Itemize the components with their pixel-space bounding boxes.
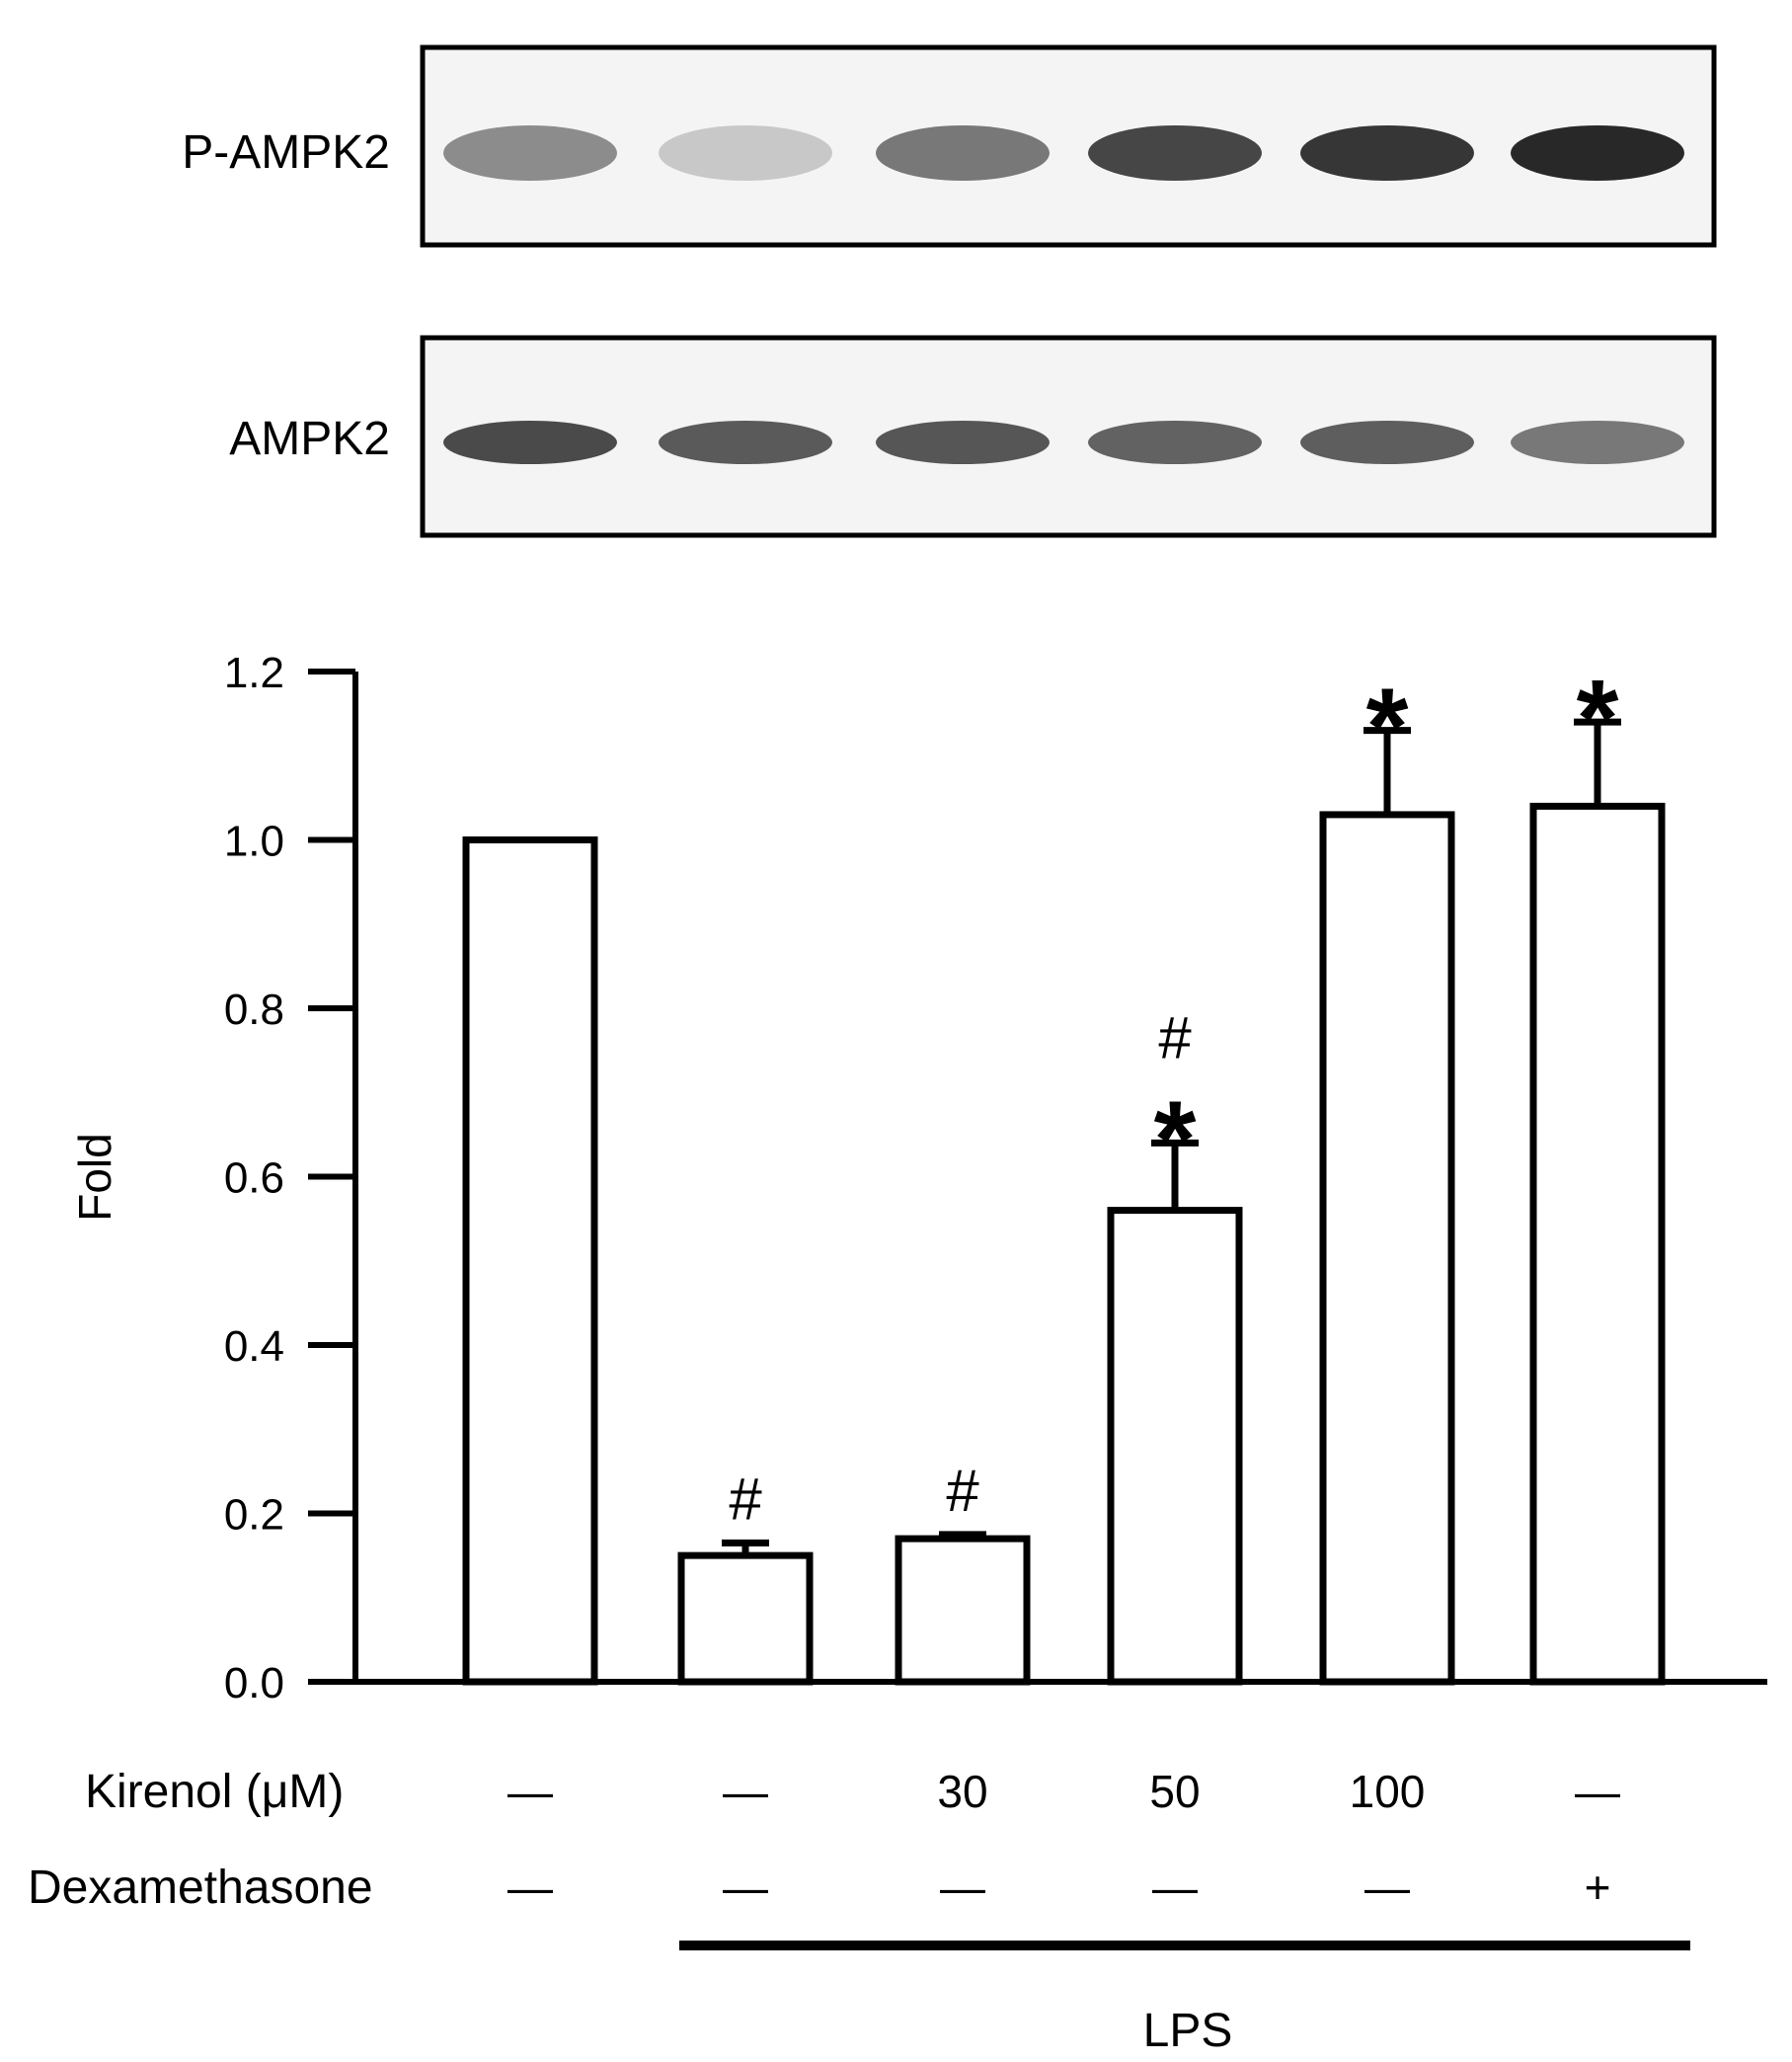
blot-band: [876, 421, 1050, 464]
bar: [462, 836, 598, 1686]
bar: [1107, 1207, 1243, 1686]
kirenol-value: —: [723, 1766, 768, 1817]
significance-star: *: [1577, 658, 1619, 779]
kirenol-value: 30: [937, 1766, 987, 1817]
lps-label: LPS: [1143, 2005, 1233, 2057]
blot-band: [1088, 125, 1262, 181]
y-tick-label: 0.8: [224, 986, 284, 1034]
blot-band: [443, 125, 617, 181]
dexamethasone-value: —: [723, 1862, 768, 1913]
blot-band: [876, 125, 1050, 181]
blot-band: [1088, 421, 1262, 464]
dexamethasone-value: —: [1364, 1862, 1410, 1913]
blot-band: [659, 421, 832, 464]
y-tick-label: 0.0: [224, 1659, 284, 1707]
blot-band: [1300, 421, 1474, 464]
y-tick-label: 0.4: [224, 1322, 284, 1371]
blot-band: [1511, 421, 1684, 464]
kirenol-value: 50: [1149, 1766, 1200, 1817]
bar: [895, 1535, 1031, 1686]
significance-star: *: [1366, 667, 1409, 788]
dexamethasone-value: +: [1585, 1862, 1611, 1913]
kirenol-value: 100: [1350, 1766, 1426, 1817]
kirenol-label: Kirenol (μM): [85, 1766, 344, 1818]
y-tick-label: 1.0: [224, 818, 284, 866]
dexamethasone-value: —: [940, 1862, 985, 1913]
y-tick-label: 0.6: [224, 1154, 284, 1203]
blot-frame: [420, 335, 1717, 538]
bar: [1319, 811, 1455, 1686]
significance-hash: #: [729, 1466, 762, 1532]
blot-label: P-AMPK2: [182, 126, 390, 179]
blot-label: AMPK2: [229, 413, 390, 465]
bar: [677, 1551, 814, 1686]
kirenol-value: —: [507, 1766, 553, 1817]
blot-band: [1511, 125, 1684, 181]
significance-star: *: [1154, 1078, 1197, 1200]
blot-band: [1300, 125, 1474, 181]
conditions-table: Kirenol (μM) Dexamethasone — — 30 50 100 — — —…: [28, 1766, 1690, 2057]
y-tick-label: 0.2: [224, 1491, 284, 1540]
dexamethasone-label: Dexamethasone: [28, 1862, 373, 1914]
kirenol-value: —: [1575, 1766, 1620, 1817]
significance-hash: #: [946, 1458, 979, 1524]
blot-frame: [420, 44, 1717, 248]
blot-panel-ampk2: AMPK2: [229, 335, 1717, 538]
dexamethasone-value: —: [507, 1862, 553, 1913]
blot-band: [659, 125, 832, 181]
y-tick-label: 1.2: [224, 649, 284, 697]
bar: [1529, 802, 1666, 1686]
dexamethasone-value: —: [1152, 1862, 1198, 1913]
bar-chart: 0.0 0.2 0.4 0.6 0.8 1.0 1.2 Fold # # * # * *: [69, 649, 1767, 1707]
blot-panel-p-ampk2: P-AMPK2: [182, 44, 1717, 248]
blot-band: [443, 421, 617, 464]
y-axis-label: Fold: [69, 1133, 120, 1221]
significance-hash: #: [1158, 1004, 1192, 1071]
